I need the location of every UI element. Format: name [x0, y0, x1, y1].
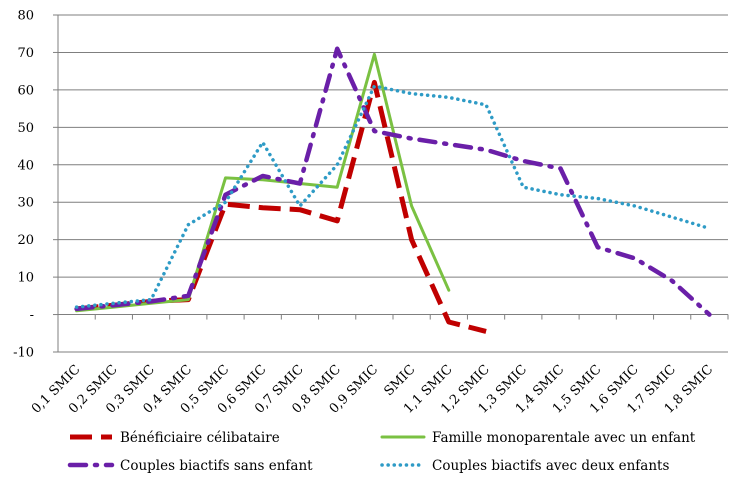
y-tick-label: 80 — [17, 9, 34, 24]
y-tick-label: 70 — [17, 46, 34, 61]
y-tick-label: - — [30, 308, 34, 323]
y-tick-label: 40 — [17, 158, 34, 173]
series-lines — [74, 46, 712, 334]
series-line-4 — [74, 84, 712, 309]
legend: Bénéficiaire célibataire Famille monopare… — [67, 430, 696, 474]
series-line-1 — [76, 79, 487, 334]
legend-label-2: Famille monoparentale avec un enfant — [432, 430, 696, 446]
y-tick-label: 30 — [17, 196, 34, 211]
legend-label-4: Couples biactifs avec deux enfants — [432, 458, 669, 474]
axes — [53, 14, 729, 353]
legend-label-1: Bénéficiaire célibataire — [120, 430, 280, 446]
y-tick-label: 20 — [17, 233, 34, 248]
y-tick-label: 60 — [17, 83, 34, 98]
y-tick-label: -10 — [13, 346, 34, 361]
y-tick-label: 10 — [17, 271, 34, 286]
series-line-3 — [74, 46, 712, 317]
series-line-2 — [75, 52, 451, 313]
legend-label-3: Couples biactifs sans enfant — [120, 458, 313, 474]
y-tick-label: 50 — [17, 121, 34, 136]
